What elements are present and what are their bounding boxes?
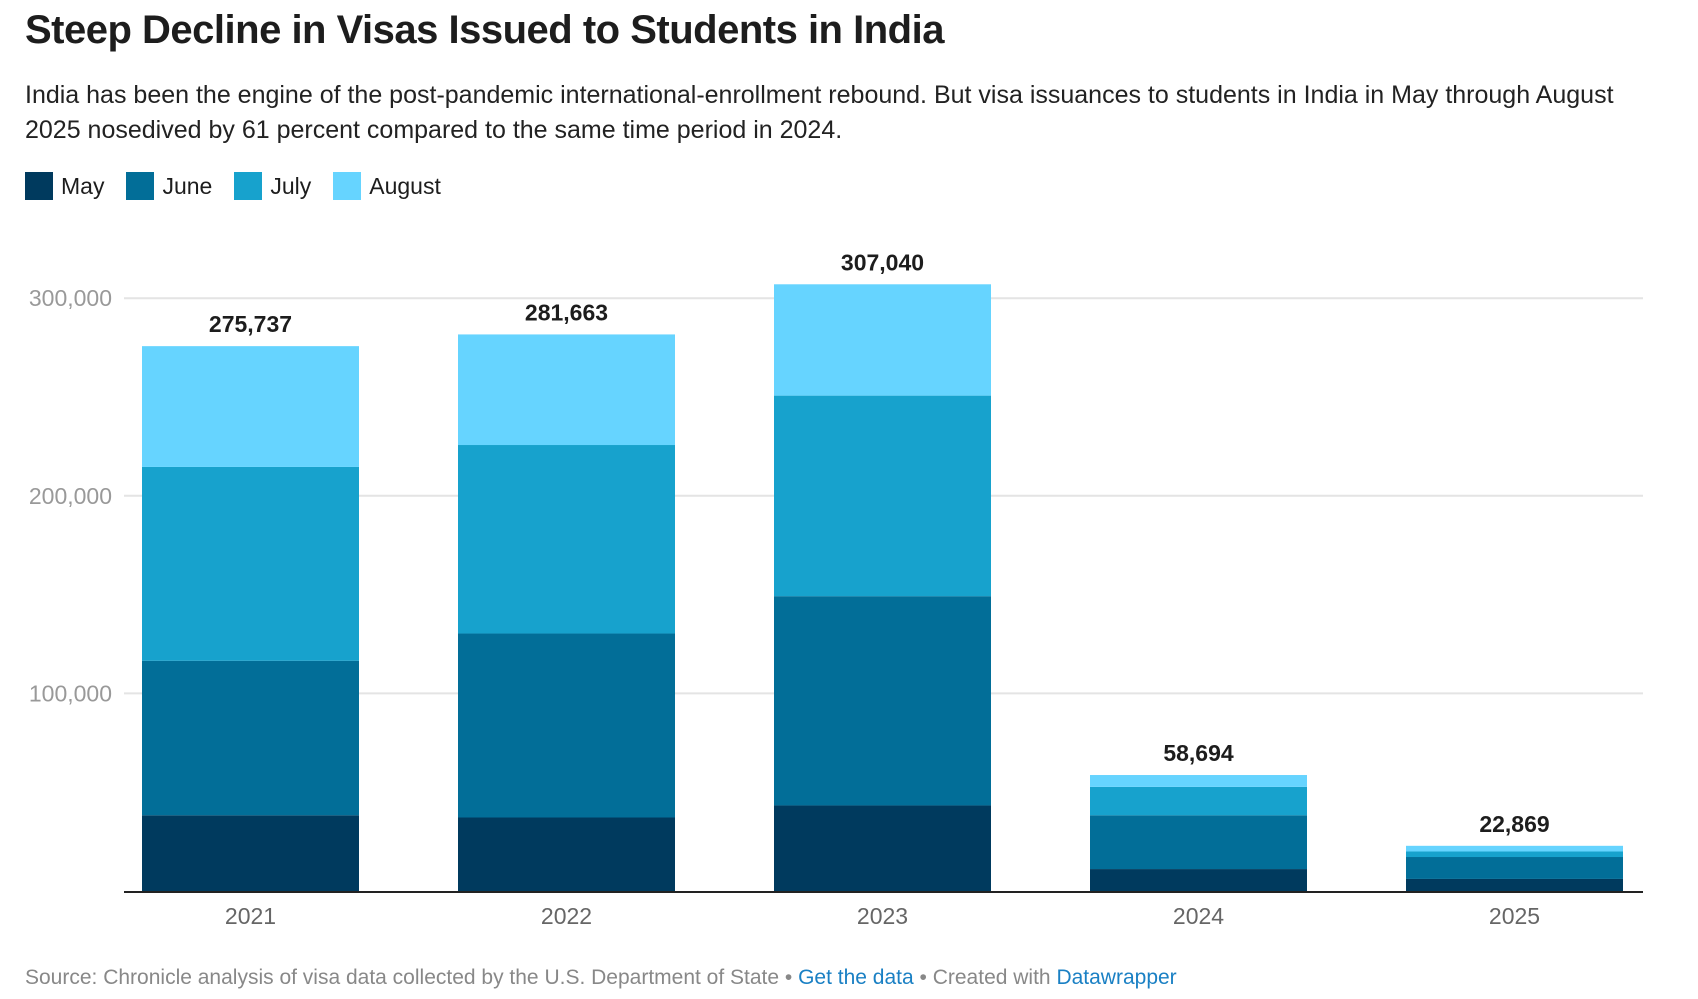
bar-segment-august-2023 [774,284,991,396]
bar-segment-may-2023 [774,805,991,891]
legend-label: August [369,172,441,199]
legend-item-august: August [333,172,441,200]
total-label: 281,663 [525,299,608,325]
legend: May June July August [25,172,441,200]
bar-segment-august-2024 [1090,775,1307,787]
created-with: Created with [932,966,1051,989]
bar-segment-june-2023 [774,596,991,806]
bar-segment-june-2022 [458,633,675,818]
bar-segment-may-2024 [1090,869,1307,891]
bar-segment-july-2022 [458,445,675,634]
get-data-link[interactable]: Get the data [798,966,914,989]
total-label: 307,040 [841,249,924,275]
bar-segment-june-2025 [1406,857,1623,879]
bar-segment-july-2021 [142,466,359,661]
legend-item-july: July [234,172,311,200]
bar-segment-may-2021 [142,815,359,891]
bar-segment-july-2025 [1406,851,1623,858]
legend-swatch [126,172,155,200]
chart-title: Steep Decline in Visas Issued to Student… [25,8,944,52]
bar-segment-may-2022 [458,817,675,891]
separator: • [913,966,933,989]
y-tick-label: 100,000 [29,680,112,706]
bar-segment-july-2023 [774,395,991,597]
bar-segment-august-2022 [458,334,675,446]
total-label: 22,869 [1479,811,1549,837]
y-tick-label: 300,000 [29,285,112,311]
footer: Source: Chronicle analysis of visa data … [25,966,1177,990]
datawrapper-link[interactable]: Datawrapper [1056,966,1177,989]
y-tick-label: 200,000 [29,483,112,509]
legend-swatch [234,172,263,200]
legend-swatch [333,172,362,200]
bar-segment-august-2025 [1406,845,1623,852]
legend-label: May [61,172,105,199]
legend-label: June [162,172,213,199]
chart-subtitle: India has been the engine of the post-pa… [25,81,1614,144]
x-tick-label: 2022 [541,903,592,929]
bar-segment-may-2025 [1406,878,1623,891]
bar-segment-june-2024 [1090,815,1307,870]
bar-segment-august-2021 [142,346,359,467]
x-tick-label: 2024 [1173,903,1224,929]
legend-swatch [25,172,53,200]
legend-label: July [270,172,312,199]
legend-item-may: May [25,172,104,200]
total-label: 275,737 [209,311,292,337]
x-tick-label: 2025 [1489,903,1540,929]
separator: • [779,966,799,989]
source-note: Source: Chronicle analysis of visa data … [25,966,780,989]
legend-item-june: June [126,172,212,200]
bar-segment-june-2021 [142,660,359,816]
total-label: 58,694 [1163,740,1234,766]
bar-segment-july-2024 [1090,786,1307,816]
x-tick-label: 2021 [225,903,276,929]
x-tick-label: 2023 [857,903,908,929]
